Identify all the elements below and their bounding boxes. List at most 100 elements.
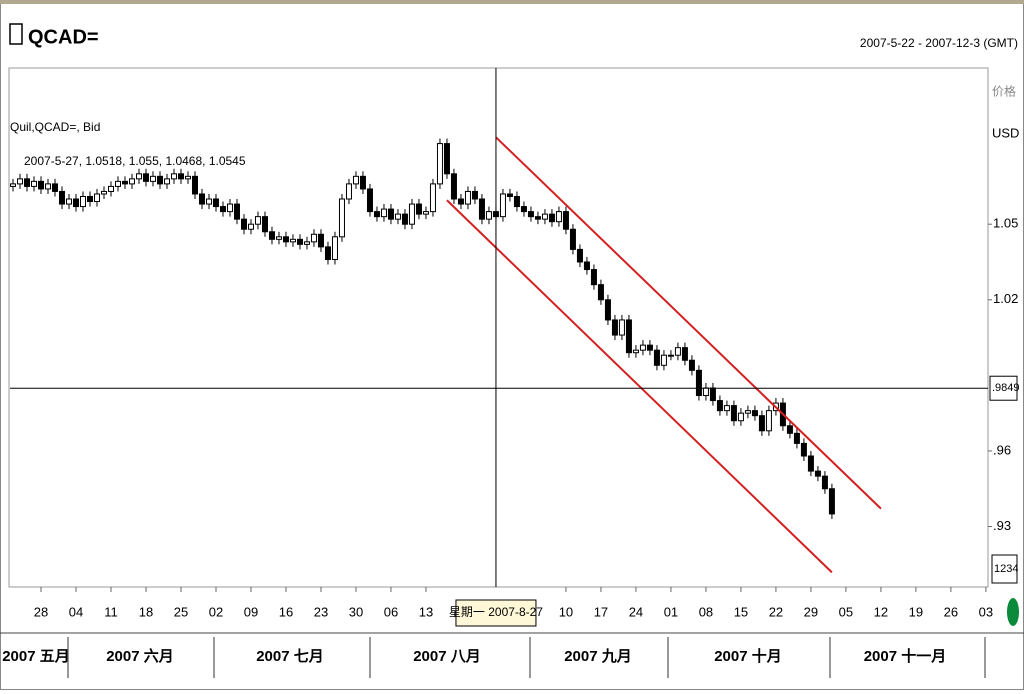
x-tick-label: 28 xyxy=(34,604,48,619)
candle-body xyxy=(275,236,282,240)
candle-body xyxy=(226,203,233,213)
x-tick-label: 09 xyxy=(244,604,258,619)
candle-body xyxy=(478,198,485,220)
candle-body xyxy=(107,185,114,192)
x-tick-label: 11 xyxy=(104,604,118,619)
x-tick-label: 23 xyxy=(314,604,328,619)
candle-body xyxy=(716,400,723,412)
month-label: 2007 六月 xyxy=(106,647,174,665)
candle-body xyxy=(87,195,94,203)
month-label: 2007 七月 xyxy=(256,648,324,665)
candle-body xyxy=(639,344,646,351)
month-label: 2007 九月 xyxy=(564,647,632,665)
candle-body xyxy=(268,231,275,240)
candle-body xyxy=(352,175,359,185)
x-tick-label: 16 xyxy=(279,604,293,619)
x-tick-label: 17 xyxy=(594,604,608,619)
candle-body xyxy=(555,211,562,223)
candle-body xyxy=(653,349,660,366)
candle-body xyxy=(702,387,709,397)
x-tick-label: 01 xyxy=(664,604,678,619)
currency: USD xyxy=(992,125,1019,140)
crosshair-x-label: 星期一 2007-8-27 xyxy=(449,605,543,619)
candle-body xyxy=(506,193,513,197)
x-tick-label: 04 xyxy=(69,604,83,619)
candle-body xyxy=(170,173,177,180)
candle-body xyxy=(618,319,625,336)
candle-body xyxy=(513,195,520,208)
candle-body xyxy=(744,410,751,414)
x-tick-label: 08 xyxy=(699,604,713,619)
candle-body xyxy=(289,238,296,243)
x-tick-label: 12 xyxy=(874,604,888,619)
candle-body xyxy=(212,198,219,208)
candle-body xyxy=(793,432,800,444)
status-indicator xyxy=(1007,598,1019,626)
x-tick-label: 15 xyxy=(734,604,748,619)
candle-body xyxy=(730,405,737,422)
crosshair-x-box xyxy=(455,599,537,627)
candle-body xyxy=(597,284,604,301)
x-tick-label: 06 xyxy=(384,604,398,619)
x-tick-label: 25 xyxy=(174,604,188,619)
x-tick-label: 18 xyxy=(139,604,153,619)
month-label: 2007 十一月 xyxy=(864,647,947,665)
candle-body xyxy=(310,233,317,243)
candle-body xyxy=(359,175,366,190)
candle-body xyxy=(611,319,618,336)
candle-body xyxy=(688,359,695,371)
candle-body xyxy=(590,269,597,286)
candle-body xyxy=(499,193,506,218)
candle-body xyxy=(660,354,667,366)
crosshair-y-box xyxy=(989,375,1018,401)
candle-body xyxy=(254,216,261,225)
candle-body xyxy=(135,173,142,180)
candle-body xyxy=(415,203,422,215)
candle-body xyxy=(821,475,828,490)
candle-body xyxy=(422,211,429,215)
candle-body xyxy=(52,183,59,192)
candle-body xyxy=(828,488,835,515)
ohlc-label: 2007-5-27, 1.0518, 1.055, 1.0468, 1.0545 xyxy=(24,154,246,168)
y-tick-label: .96 xyxy=(993,442,1011,457)
candle-body xyxy=(233,203,240,220)
plot-area xyxy=(8,67,989,588)
candle-body xyxy=(562,211,569,230)
candle-body xyxy=(387,208,394,220)
candle-body xyxy=(205,198,212,205)
candle-body xyxy=(303,241,310,245)
candle-body xyxy=(177,173,184,180)
month-label: 2007 五月 xyxy=(2,648,70,665)
x-tick-label: 26 xyxy=(944,604,958,619)
candle-body xyxy=(569,228,576,250)
candle-body xyxy=(163,178,170,185)
candle-body xyxy=(114,180,121,187)
candle-body xyxy=(765,410,772,432)
candle-body xyxy=(786,425,793,434)
candle-body xyxy=(100,190,107,195)
candle-body xyxy=(380,208,387,218)
candle-body xyxy=(737,412,744,422)
crosshair-y-label: .9849 xyxy=(992,382,1020,394)
x-tick-label: 10 xyxy=(559,604,573,619)
month-label: 2007 十月 xyxy=(714,647,782,665)
x-tick-label: 05 xyxy=(839,604,853,619)
series-label: Quil,QCAD=, Bid xyxy=(10,120,100,134)
x-tick-label: 22 xyxy=(769,604,783,619)
candle-body xyxy=(324,246,331,260)
candle-body xyxy=(191,175,198,195)
candle-body xyxy=(184,175,191,180)
y-tick-label: .93 xyxy=(993,518,1011,533)
x-tick-label: 03 xyxy=(979,604,993,619)
month-label: 2007 八月 xyxy=(413,648,481,665)
top-bar xyxy=(0,0,1024,4)
title-icon xyxy=(9,23,23,45)
candle-body xyxy=(80,195,87,208)
candle-body xyxy=(401,213,408,225)
x-tick-label: 19 xyxy=(909,604,923,619)
candle-body xyxy=(198,193,205,205)
date-range: 2007-5-22 - 2007-12-3 (GMT) xyxy=(860,36,1018,50)
y-tick-label: 1.05 xyxy=(993,216,1018,231)
candle-body xyxy=(583,261,590,271)
